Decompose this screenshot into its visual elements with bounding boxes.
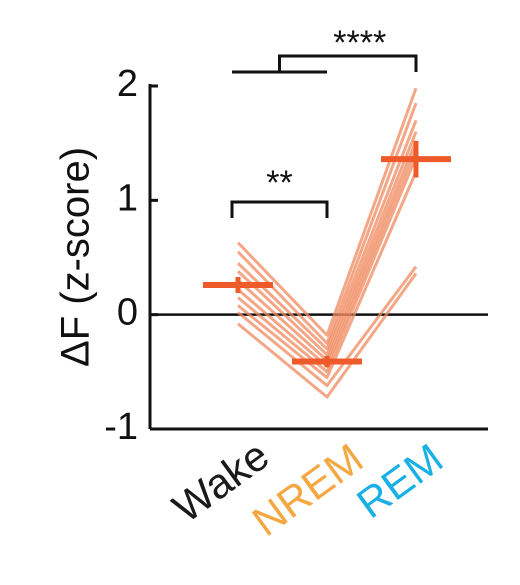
individual-trace <box>237 156 418 374</box>
individual-trace <box>237 171 418 380</box>
individual-trace <box>236 87 418 337</box>
individual-trace <box>236 131 418 357</box>
y-axis <box>148 84 488 431</box>
significance-label: **** <box>333 24 386 62</box>
individual-trace <box>237 272 418 399</box>
bracket-wake-nrem <box>230 200 329 218</box>
y-tick-label: -1 <box>104 406 138 448</box>
significance-brackets: ****** <box>230 24 418 218</box>
category-label: REM <box>348 434 451 527</box>
y-axis-label: ΔF (z-score) <box>54 147 98 367</box>
summary-markers <box>203 140 451 368</box>
individual-traces <box>236 87 418 399</box>
y-ticks: 2 1 0 -1 <box>104 63 158 448</box>
individual-trace <box>237 265 418 388</box>
bracket-group-rem <box>278 54 418 72</box>
y-tick-label: 1 <box>117 177 138 219</box>
y-tick-label: 2 <box>117 63 138 105</box>
y-tick-label: 0 <box>117 292 138 334</box>
individual-trace <box>236 119 418 351</box>
significance-label: ** <box>266 164 292 202</box>
